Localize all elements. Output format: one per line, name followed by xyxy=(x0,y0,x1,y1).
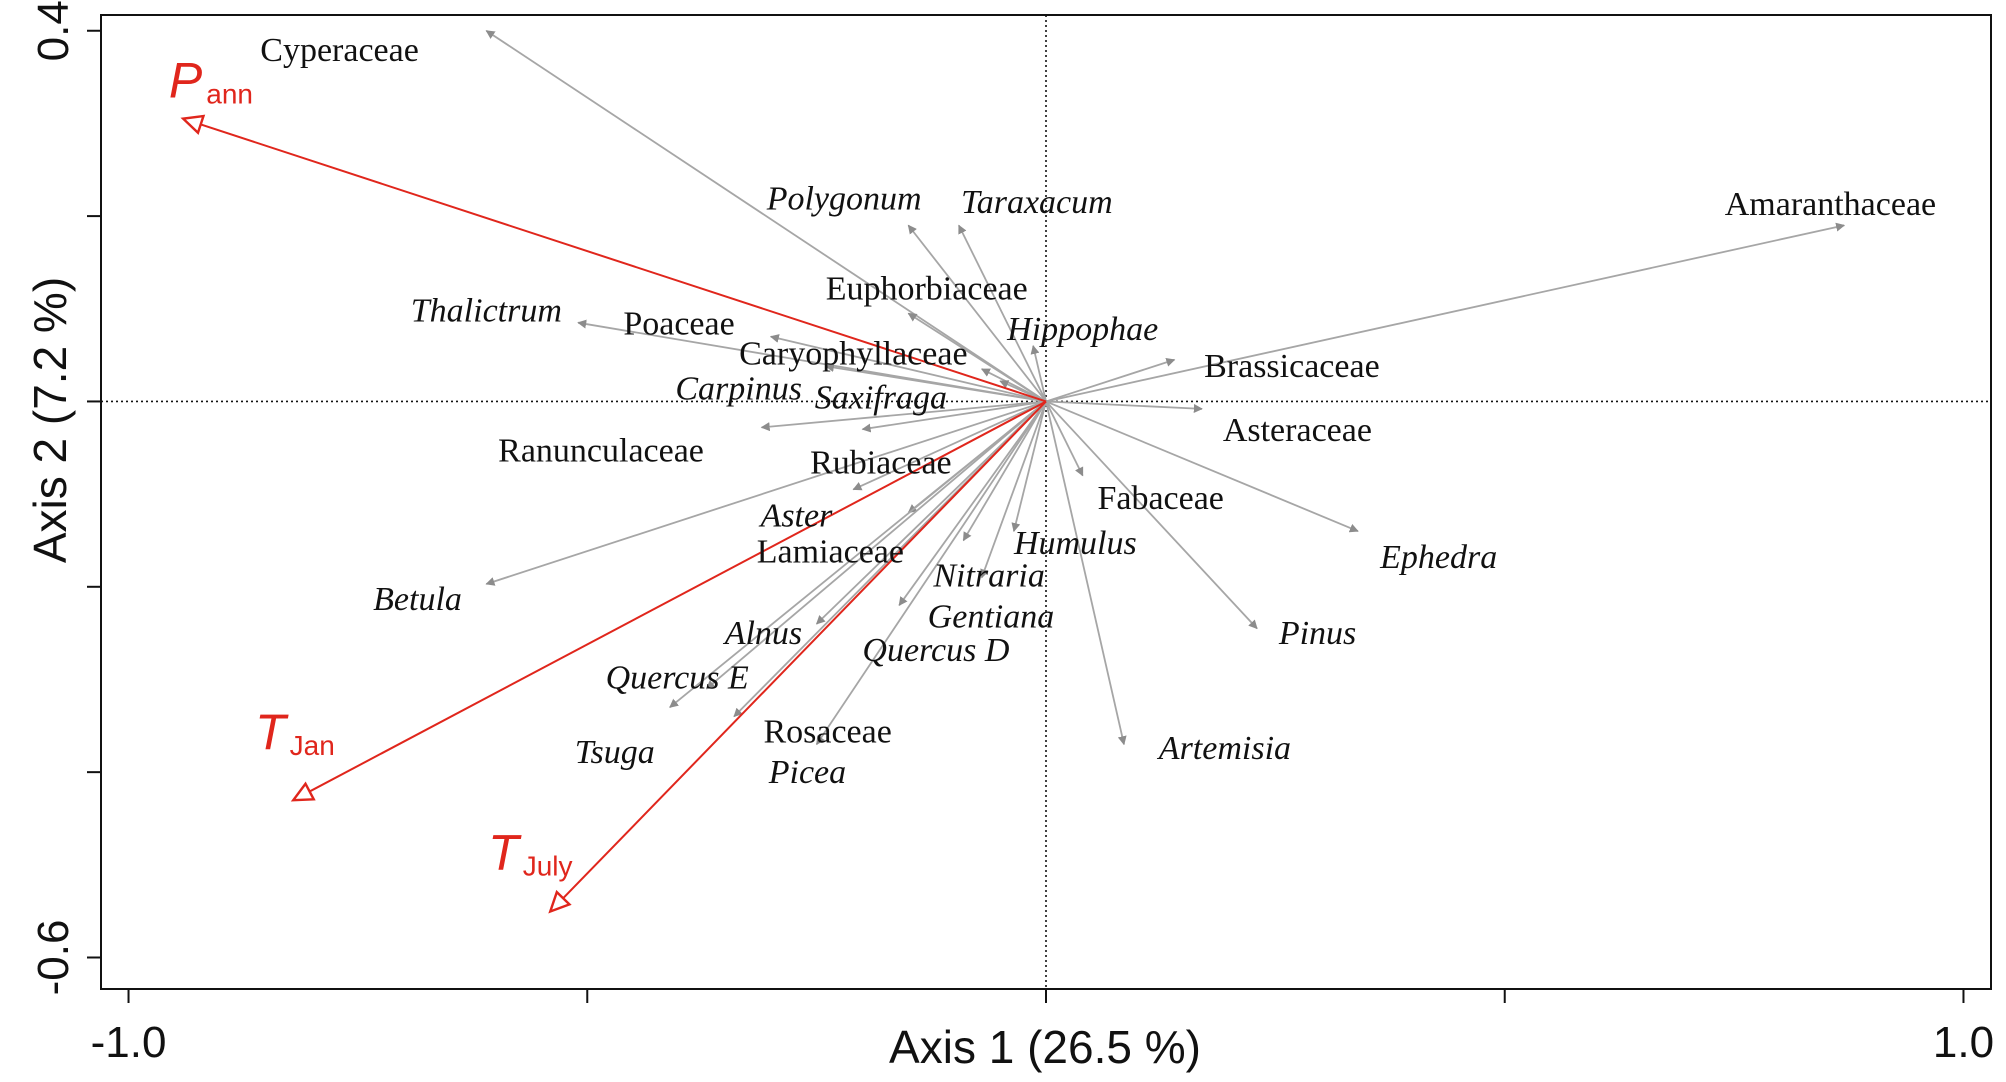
x-tick-label: 1.0 xyxy=(1933,1018,1994,1067)
taxon-label-tsuga: Tsuga xyxy=(575,734,655,771)
taxon-arrow-artemisia xyxy=(1045,401,1127,746)
taxon-label-polygonum: Polygonum xyxy=(766,180,922,217)
taxon-arrow-fabaceae xyxy=(1045,401,1084,477)
x-axis-ticks: -1.0 1.0 xyxy=(91,989,1994,1067)
taxon-arrow-humulus xyxy=(1011,401,1047,533)
env-arrow-p-ann xyxy=(180,114,1047,403)
taxon-arrow-polygonum xyxy=(907,224,1047,403)
taxon-label-hippophae: Hippophae xyxy=(1006,311,1158,348)
taxon-arrow-alnus xyxy=(815,400,1047,625)
taxon-label-nitraria: Nitraria xyxy=(932,558,1044,595)
taxon-label-fabaceae: Fabaceae xyxy=(1097,480,1223,517)
taxon-arrow-aster xyxy=(852,400,1047,491)
taxon-arrow-picea xyxy=(815,400,1047,746)
taxon-arrow-pinus xyxy=(1045,400,1258,630)
y-tick-label: -0.6 xyxy=(29,920,78,996)
taxon-label-asteraceae: Asteraceae xyxy=(1223,412,1372,449)
y-axis-title: Axis 2 (7.2 %) xyxy=(24,277,76,563)
taxon-label-picea: Picea xyxy=(768,754,846,791)
taxon-arrow-ranunculaceae xyxy=(760,400,1047,432)
taxon-arrow-carpinus xyxy=(824,363,1047,403)
taxon-arrow-taraxacum xyxy=(958,224,1047,402)
taxon-label-amaranthaceae: Amaranthaceae xyxy=(1725,186,1936,223)
taxon-label-alnus: Alnus xyxy=(723,615,802,652)
taxon-label-quercus-d: Quercus D xyxy=(862,632,1009,669)
taxon-arrow-nitraria xyxy=(962,400,1047,542)
taxon-label-pinus: Pinus xyxy=(1278,615,1356,652)
taxon-label-rosaceae: Rosaceae xyxy=(763,713,891,750)
taxon-arrow-poaceae xyxy=(769,334,1047,403)
taxon-arrow-quercus-d xyxy=(898,400,1047,607)
taxon-arrow-euphorbiaceae xyxy=(907,312,1047,403)
env-label-t-jan: T Jan xyxy=(255,704,335,761)
x-tick-label: -1.0 xyxy=(91,1018,167,1067)
taxon-label-taraxacum: Taraxacum xyxy=(961,184,1113,221)
taxon-label-rubiaceae: Rubiaceae xyxy=(810,445,952,482)
taxon-label-artemisia: Artemisia xyxy=(1157,730,1291,767)
taxon-arrow-brassicaceae xyxy=(1045,357,1176,403)
taxon-label-brassicaceae: Brassicaceae xyxy=(1204,348,1380,385)
y-axis-ticks: 0.4 -0.6 xyxy=(29,0,101,995)
taxon-label-saxifraga: Saxifraga xyxy=(815,380,947,417)
env-label-t-july: T July xyxy=(488,825,572,882)
taxon-arrow-ephedra xyxy=(1045,400,1359,533)
taxon-arrow-quercus-e xyxy=(705,400,1047,690)
taxon-arrow-cyperaceae xyxy=(485,30,1047,403)
y-tick-label: 0.4 xyxy=(29,0,78,61)
taxon-label-caryophyllaceae: Caryophyllaceae xyxy=(739,335,967,372)
env-arrow-t-jan xyxy=(290,400,1047,802)
taxon-label-humulus: Humulus xyxy=(1013,525,1137,562)
taxon-arrow-asteraceae xyxy=(1045,400,1203,413)
taxon-arrow-hippophae xyxy=(1030,344,1047,402)
taxon-label-lamiaceae: Lamiaceae xyxy=(757,534,904,571)
taxon-arrow-amaranthaceae xyxy=(1045,222,1846,403)
taxa-labels: Cyperaceae Polygonum Taraxacum Amaranthacea… xyxy=(260,32,1936,791)
taxon-label-carpinus: Carpinus xyxy=(675,370,802,407)
taxa-arrows xyxy=(485,30,1846,746)
taxon-label-ephedra: Ephedra xyxy=(1379,539,1497,576)
taxon-label-cyperaceae: Cyperaceae xyxy=(260,32,419,69)
taxon-label-betula: Betula xyxy=(373,581,462,618)
taxon-arrow-rubiaceae xyxy=(861,400,1047,433)
taxon-label-ranunculaceae: Ranunculaceae xyxy=(498,433,704,470)
taxon-label-thalictrum: Thalictrum xyxy=(411,293,562,330)
taxon-label-gentiana: Gentiana xyxy=(928,598,1055,635)
taxon-label-poaceae: Poaceae xyxy=(623,306,734,343)
taxon-label-aster: Aster xyxy=(759,497,834,534)
taxon-arrow-betula xyxy=(485,400,1047,586)
taxon-arrow-tsuga xyxy=(669,400,1047,708)
taxon-label-quercus-e: Quercus E xyxy=(606,660,749,697)
taxon-label-euphorbiaceae: Euphorbiaceae xyxy=(826,270,1028,307)
environment-arrows xyxy=(180,114,1047,914)
taxon-arrow-gentiana xyxy=(980,401,1047,579)
x-axis-title: Axis 1 (26.5 %) xyxy=(889,1021,1201,1073)
env-arrow-t-july xyxy=(548,400,1047,914)
